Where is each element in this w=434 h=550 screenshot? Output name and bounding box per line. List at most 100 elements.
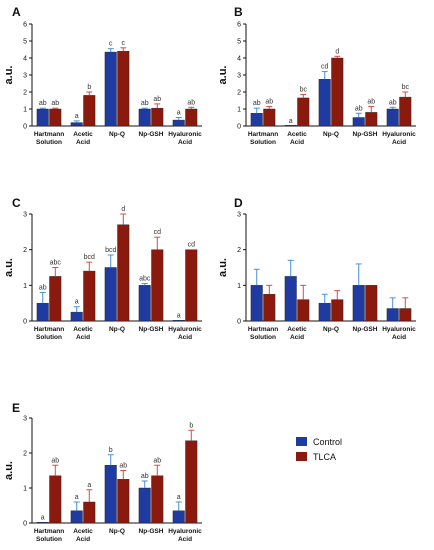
bar-tlca	[185, 440, 198, 524]
panel-letter: A	[12, 5, 21, 19]
bar-control	[104, 51, 117, 127]
x-tick-label: Hartmann	[34, 131, 64, 138]
bar-tlca	[151, 475, 164, 524]
y-tick-label: 3	[23, 212, 27, 219]
significance-label: d	[335, 48, 339, 55]
bar-tlca	[399, 96, 412, 127]
y-tick-label: 6	[237, 22, 241, 29]
y-tick-label: 3	[237, 73, 241, 80]
legend-label-control: Control	[313, 437, 342, 447]
y-tick-label: 0	[237, 319, 241, 326]
y-tick-label: 0	[23, 124, 27, 131]
bar-tlca	[151, 249, 164, 322]
bar-tlca	[83, 270, 96, 322]
significance-label: cd	[154, 229, 162, 236]
significance-label: ab	[355, 105, 363, 112]
x-tick-label: Hyaluronic	[168, 326, 202, 333]
bar-tlca	[297, 299, 310, 322]
y-axis-label: a.u.	[3, 461, 15, 480]
chart-panel-c: Ca.u.0123ababcHartmannSolutionabcdAcetic…	[3, 196, 202, 341]
bar-tlca	[117, 224, 130, 322]
legend-swatch-control	[296, 437, 307, 446]
y-tick-label: 0	[23, 521, 27, 528]
significance-label: ab	[119, 463, 127, 470]
bar-control	[104, 267, 117, 322]
x-tick-label: Solution	[36, 334, 62, 341]
bar-control	[104, 465, 117, 524]
significance-label: ab	[39, 284, 47, 291]
legend: Control TLCA	[296, 437, 342, 462]
significance-label: ab	[153, 457, 161, 464]
y-tick-label: 3	[23, 73, 27, 80]
bar-tlca	[117, 51, 130, 127]
x-tick-label: Acid	[178, 139, 192, 146]
significance-label: bc	[300, 87, 308, 94]
panel-letter: E	[12, 401, 20, 415]
x-tick-label: Acid	[178, 536, 192, 543]
y-tick-label: 1	[23, 283, 27, 290]
y-tick-label: 2	[23, 451, 27, 458]
bar-tlca	[49, 276, 62, 322]
x-tick-label: Np-Q	[323, 131, 339, 138]
bar-control	[70, 510, 83, 524]
y-tick-label: 5	[237, 39, 241, 46]
bar-control	[172, 119, 185, 127]
significance-label: a	[177, 312, 181, 319]
y-tick-label: 2	[237, 90, 241, 97]
bar-control	[352, 117, 365, 127]
x-tick-label: Acid	[290, 139, 304, 146]
bar-tlca	[331, 299, 344, 322]
bar-tlca	[49, 108, 62, 127]
significance-label: b	[189, 422, 193, 429]
bar-control	[70, 311, 83, 322]
bar-control	[386, 108, 399, 127]
x-tick-label: Hartmann	[34, 528, 64, 535]
bar-tlca	[365, 285, 378, 322]
y-tick-label: 2	[237, 247, 241, 254]
x-tick-label: Solution	[250, 334, 276, 341]
significance-label: ab	[51, 100, 59, 107]
x-tick-label: Np-GSH	[139, 326, 164, 333]
bar-control	[70, 122, 83, 127]
significance-label: cd	[321, 64, 329, 71]
significance-label: bc	[402, 84, 410, 91]
y-axis-label: a.u.	[3, 66, 15, 85]
bar-tlca	[365, 112, 378, 127]
significance-label: a	[41, 514, 45, 521]
y-tick-label: 1	[23, 486, 27, 493]
panel-letter: B	[234, 5, 243, 19]
x-tick-label: Acid	[76, 139, 90, 146]
panel-letter: C	[12, 196, 21, 210]
bar-control	[250, 285, 263, 322]
bar-control	[318, 79, 331, 127]
x-tick-label: Acetic	[73, 131, 93, 138]
significance-label: ab	[51, 457, 59, 464]
significance-label: ab	[389, 99, 397, 106]
x-tick-label: Hartmann	[34, 326, 64, 333]
significance-label: b	[87, 84, 91, 91]
bar-control	[36, 522, 49, 524]
x-tick-label: Np-Q	[109, 131, 125, 138]
bar-tlca	[151, 107, 164, 127]
x-tick-label: Solution	[250, 139, 276, 146]
x-tick-label: Np-GSH	[353, 326, 378, 333]
x-tick-label: Hyaluronic	[382, 131, 416, 138]
x-tick-label: Np-Q	[109, 326, 125, 333]
bar-control	[386, 308, 399, 322]
y-axis-label: a.u.	[3, 258, 15, 277]
bar-control	[36, 302, 49, 322]
y-tick-label: 3	[23, 416, 27, 423]
x-tick-label: Np-GSH	[353, 131, 378, 138]
bar-control	[250, 113, 263, 127]
bar-control	[352, 285, 365, 322]
significance-label: ab	[187, 99, 195, 106]
significance-label: a	[177, 494, 181, 501]
significance-label: abc	[50, 260, 62, 267]
y-tick-label: 2	[23, 90, 27, 97]
x-tick-label: Acid	[290, 334, 304, 341]
significance-label: bcd	[105, 247, 116, 254]
bar-control	[172, 320, 185, 322]
significance-label: a	[75, 494, 79, 501]
